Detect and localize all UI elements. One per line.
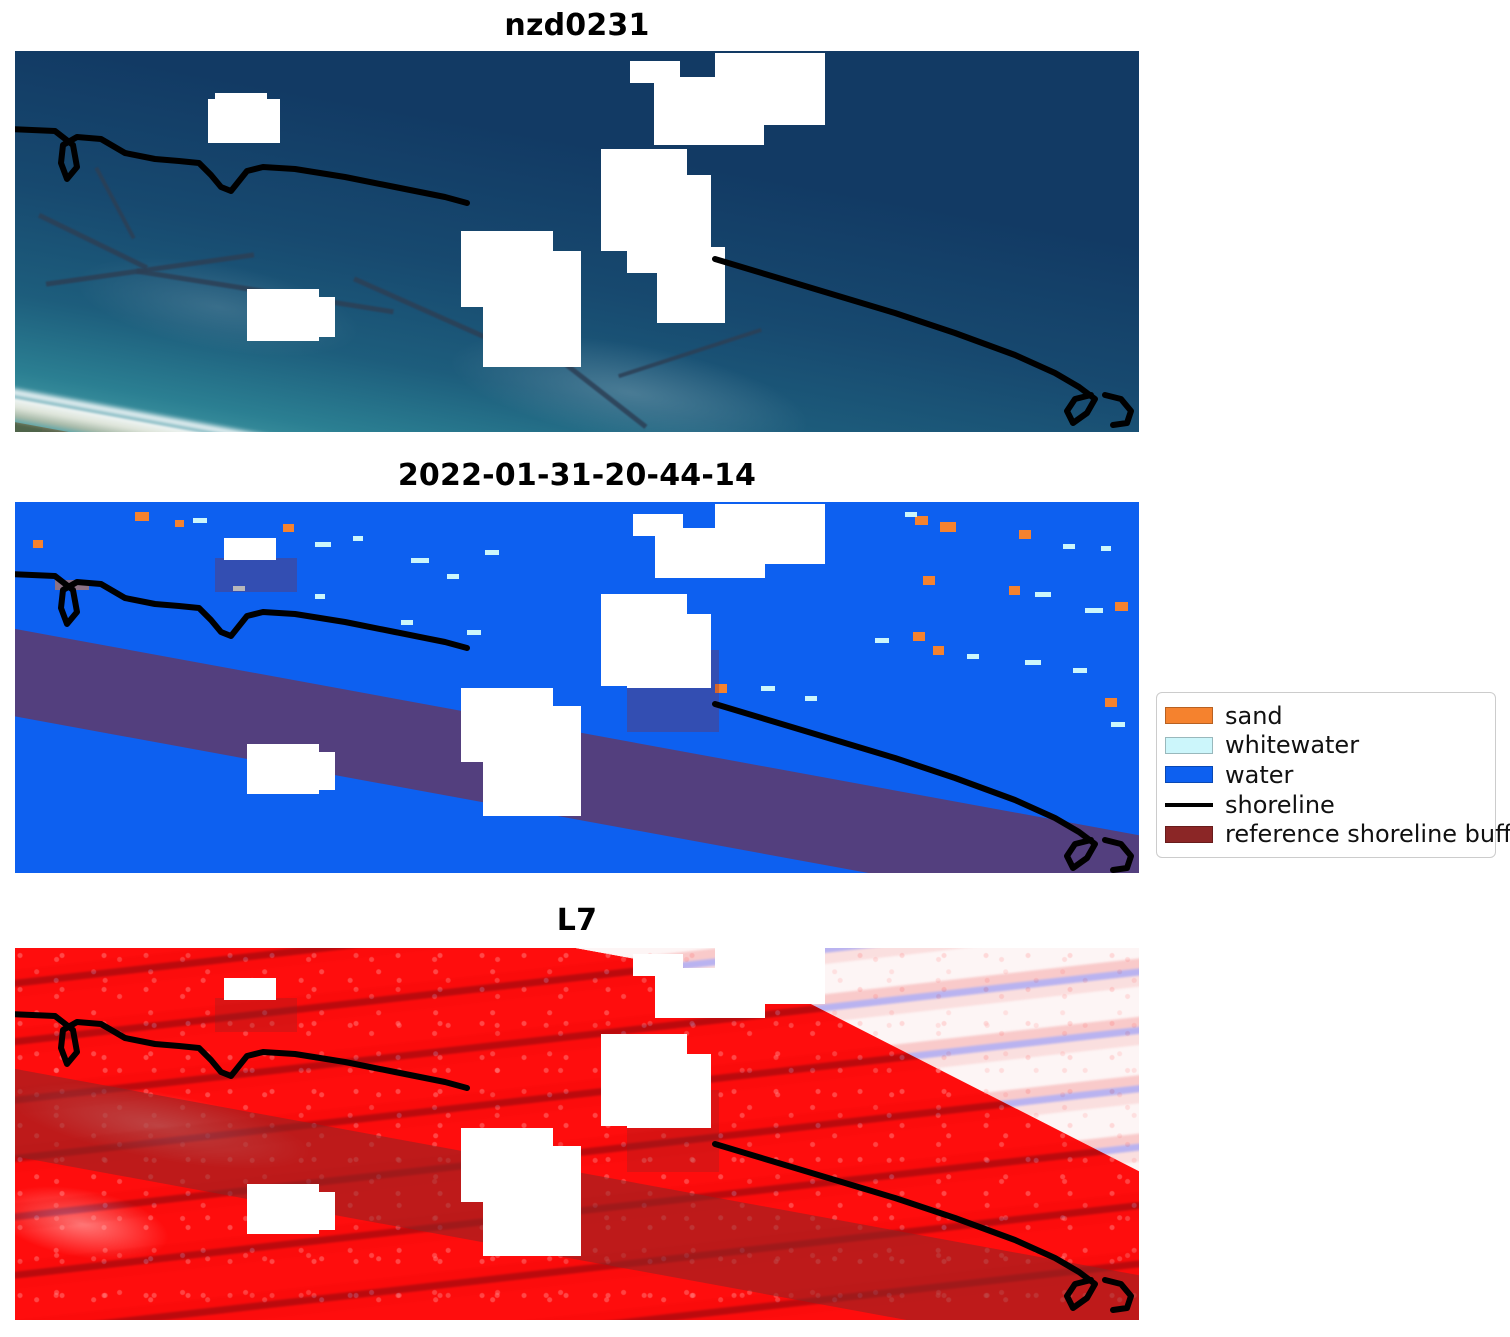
cloud-mask-patch <box>715 53 825 125</box>
legend-item-reference-buffer: reference shoreline buffer <box>1165 819 1510 849</box>
shoreline-overlay <box>15 126 1134 428</box>
shoreline-line-icon <box>1165 802 1213 807</box>
reference-shoreline-buffer-step <box>215 558 297 592</box>
legend-label-shoreline: shoreline <box>1225 790 1335 819</box>
whitewater-class-speck <box>805 696 817 701</box>
legend-item-whitewater: whitewater <box>1165 731 1485 761</box>
panel-title-index: L7 <box>556 903 598 938</box>
shoreline-path <box>15 571 1134 873</box>
water-class-inland <box>45 832 61 850</box>
whitewater-class-speck <box>411 558 429 563</box>
water-swatch-icon <box>1165 766 1213 784</box>
shoreline-overlay <box>15 1011 1134 1313</box>
whitewater-class-speck <box>1063 544 1075 549</box>
whitewater-class-speck <box>761 686 775 691</box>
panel-title-classification: 2022-01-31-20-44-14 <box>397 458 757 493</box>
whitewater-class-speck <box>1111 722 1125 727</box>
cloud-mask-patch <box>627 1054 711 1128</box>
legend-label-sand: sand <box>1225 701 1283 730</box>
whitewater-class-speck <box>485 550 499 555</box>
whitewater-class-speck <box>315 594 325 599</box>
cloud-mask-patch <box>483 251 581 367</box>
whitewater-class-speck <box>447 574 459 579</box>
sand-class-speck <box>135 512 149 521</box>
sand-class-speck <box>33 540 43 548</box>
cloud-mask-patch <box>715 948 825 1004</box>
panel-classification-image[interactable] <box>15 502 1139 873</box>
whitewater-class-speck <box>967 654 979 659</box>
water-class-inland <box>31 820 45 842</box>
sand-class-speck <box>1105 698 1117 707</box>
whitewater-class-speck <box>1101 546 1111 551</box>
legend-label-water: water <box>1225 760 1294 789</box>
whitewater-class-speck <box>315 542 331 547</box>
panel-title-rgb: nzd0231 <box>504 8 650 43</box>
whitewater-class-speck <box>353 536 363 541</box>
cloud-mask-patch <box>255 752 335 790</box>
legend-item-sand: sand <box>1165 701 1485 731</box>
panel-index-image[interactable] <box>15 948 1139 1320</box>
cloud-mask-patch <box>224 538 276 560</box>
cloud-mask-patch <box>627 614 711 688</box>
shoreline-path <box>15 126 1134 428</box>
whitewater-class-speck <box>233 586 245 591</box>
sand-class-speck <box>940 522 956 532</box>
whitewater-class-speck <box>875 638 889 643</box>
whitewater-class-speck <box>1073 668 1087 673</box>
sand-class-speck <box>915 516 928 525</box>
sand-class-speck <box>1019 530 1031 539</box>
reference-buffer-swatch-icon <box>1165 825 1213 843</box>
whitewater-class-speck <box>401 620 413 625</box>
cloud-mask-patch <box>715 504 825 564</box>
reference-shoreline-buffer-step <box>215 998 297 1032</box>
cloud-mask-patch <box>255 1192 335 1230</box>
legend-item-shoreline: shoreline <box>1165 790 1485 820</box>
cloud-mask-patch <box>215 93 267 105</box>
whitewater-class-speck <box>193 518 207 523</box>
water-class-inland <box>31 738 57 802</box>
whitewater-class-speck <box>1025 660 1041 665</box>
shoreline-overlay <box>15 571 1134 873</box>
sand-class-speck <box>283 524 294 532</box>
shoreline-path <box>15 1011 1134 1313</box>
whitewater-class-speck <box>467 630 481 635</box>
sand-class-speck <box>715 684 727 693</box>
cloud-mask-patch <box>208 99 280 143</box>
whitewater-class-speck <box>1085 608 1103 613</box>
legend-box: sand whitewater water shoreline referenc… <box>1156 692 1510 858</box>
sand-class-speck <box>1115 602 1128 611</box>
legend-label-reference-buffer: reference shoreline buffer <box>1225 820 1510 849</box>
sand-class-speck <box>175 520 184 527</box>
whitewater-swatch-icon <box>1165 736 1213 754</box>
whitewater-class-speck <box>1035 592 1051 597</box>
cloud-mask-patch <box>483 1146 581 1256</box>
sand-class-speck <box>933 646 944 655</box>
cloud-mask-patch <box>483 706 581 816</box>
sand-swatch-icon <box>1165 707 1213 725</box>
sand-class-speck <box>923 576 935 585</box>
sand-class-speck <box>913 632 925 641</box>
cloud-mask-patch <box>255 297 335 337</box>
legend-label-whitewater: whitewater <box>1225 731 1360 760</box>
cloud-mask-patch <box>224 978 276 1000</box>
whitewater-class-speck <box>905 512 917 517</box>
panel-true-colour-image[interactable] <box>15 51 1139 432</box>
legend-item-water: water <box>1165 760 1485 790</box>
sand-class-speck <box>1009 586 1020 595</box>
